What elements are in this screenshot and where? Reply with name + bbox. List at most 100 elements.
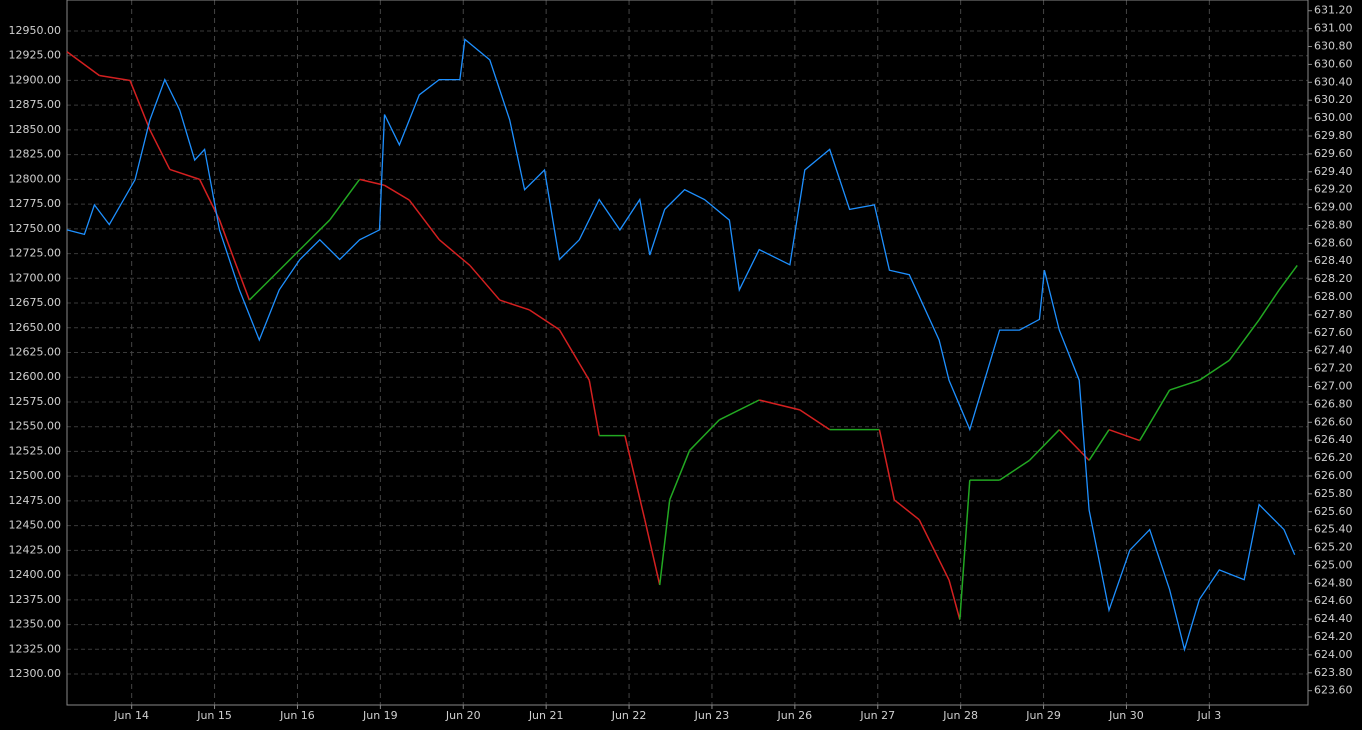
price-segment — [169, 168, 200, 181]
x-tick-label: Jul 3 — [1196, 709, 1221, 722]
price-segment — [1278, 264, 1298, 291]
y2-tick-label: 630.20 — [1314, 93, 1353, 106]
y2-tick-label: 631.20 — [1314, 4, 1353, 17]
y-tick-label: 12925.00 — [9, 49, 62, 62]
y2-tick-label: 629.20 — [1314, 183, 1353, 196]
y-tick-label: 12875.00 — [9, 98, 62, 111]
y-tick-label: 12900.00 — [9, 73, 62, 86]
x-tick-label: Jun 27 — [859, 709, 895, 722]
price-segment — [384, 184, 410, 201]
y2-tick-label: 628.40 — [1314, 254, 1353, 267]
x-tick-label: Jun 15 — [196, 709, 232, 722]
y-tick-label: 12600.00 — [9, 370, 62, 383]
y-tick-label: 12550.00 — [9, 420, 62, 433]
y2-tick-label: 627.20 — [1314, 362, 1353, 375]
price-segment — [438, 239, 471, 267]
price-segment — [893, 499, 920, 521]
y-tick-label: 12775.00 — [9, 197, 62, 210]
y-tick-label: 12850.00 — [9, 123, 62, 136]
price-segment — [999, 459, 1030, 481]
price-segment — [129, 80, 151, 131]
x-tick-label: Jun 14 — [113, 709, 149, 722]
y2-tick-label: 625.20 — [1314, 541, 1353, 554]
plot-frame — [66, 0, 1309, 706]
y2-tick-label: 630.80 — [1314, 40, 1353, 53]
y2-tick-label: 631.00 — [1314, 22, 1353, 35]
price-segment — [624, 435, 646, 520]
y2-tick-label: 626.20 — [1314, 451, 1353, 464]
price-segment — [959, 480, 971, 620]
x-tick-label: Jun 22 — [611, 709, 647, 722]
y2-tick-label: 629.60 — [1314, 147, 1353, 160]
price-segment — [588, 380, 600, 436]
y2-tick-label: 623.80 — [1314, 666, 1353, 679]
y2-tick-label: 624.80 — [1314, 576, 1353, 589]
price-segment — [99, 74, 131, 82]
y2-tick-label: 629.80 — [1314, 129, 1353, 142]
price-segment — [1169, 379, 1200, 391]
y-tick-label: 12575.00 — [9, 395, 62, 408]
y-tick-label: 12800.00 — [9, 172, 62, 185]
y-tick-label: 12675.00 — [9, 296, 62, 309]
y2-tick-label: 627.40 — [1314, 344, 1353, 357]
x-tick-label: Jun 23 — [694, 709, 730, 722]
price-segment — [719, 399, 760, 421]
y2-tick-label: 627.60 — [1314, 326, 1353, 339]
y2-tick-label: 623.60 — [1314, 684, 1353, 697]
y-tick-label: 12500.00 — [9, 469, 62, 482]
price-segment — [329, 178, 361, 221]
price-segment — [1108, 428, 1140, 442]
x-tick-label: Jun 26 — [777, 709, 813, 722]
price-segment — [233, 260, 251, 301]
price-segment — [268, 249, 301, 281]
y2-tick-label: 630.00 — [1314, 111, 1353, 124]
y2-tick-label: 628.20 — [1314, 272, 1353, 285]
price-segment — [644, 519, 661, 586]
price-segment — [149, 129, 171, 170]
y-tick-label: 12525.00 — [9, 444, 62, 457]
y2-tick-label: 628.00 — [1314, 290, 1353, 303]
x-tick-label: Jun 30 — [1108, 709, 1144, 722]
y2-tick-label: 625.00 — [1314, 558, 1353, 571]
price-segment — [799, 409, 831, 431]
y2-tick-label: 626.00 — [1314, 469, 1353, 482]
price-segment — [1058, 429, 1090, 461]
price-segment — [1139, 389, 1171, 441]
x-tick-label: Jun 29 — [1025, 709, 1061, 722]
price-segment — [529, 309, 560, 331]
y2-tick-label: 624.40 — [1314, 612, 1353, 625]
y2-tick-label: 627.80 — [1314, 308, 1353, 321]
price-segment — [878, 429, 896, 501]
y-tick-label: 12425.00 — [9, 543, 62, 556]
y2-tick-label: 624.00 — [1314, 648, 1353, 661]
price-segment — [918, 519, 950, 581]
price-segment — [1028, 429, 1060, 461]
y2-tick-label: 624.20 — [1314, 630, 1353, 643]
y2-tick-label: 629.00 — [1314, 201, 1353, 214]
price-segment — [1228, 319, 1260, 361]
y-tick-label: 12725.00 — [9, 247, 62, 260]
price-segment — [299, 219, 331, 251]
price-segment — [668, 450, 691, 501]
price-segment — [948, 579, 961, 620]
x-tick-label: Jun 28 — [942, 709, 978, 722]
y2-tick-label: 628.80 — [1314, 218, 1353, 231]
price-segment — [1088, 429, 1110, 461]
y-tick-label: 12450.00 — [9, 519, 62, 532]
price-segment — [689, 419, 720, 451]
y2-tick-label: 626.40 — [1314, 433, 1353, 446]
y2-tick-label: 625.40 — [1314, 523, 1353, 536]
y2-tick-label: 627.00 — [1314, 379, 1353, 392]
x-tick-label: Jun 21 — [528, 709, 564, 722]
price-segment — [248, 279, 270, 301]
y-tick-label: 12375.00 — [9, 593, 62, 606]
y-tick-label: 12350.00 — [9, 618, 62, 631]
price-segment — [759, 399, 801, 411]
y-tick-label: 12825.00 — [9, 148, 62, 161]
y-tick-label: 12325.00 — [9, 642, 62, 655]
x-tick-label: Jun 19 — [362, 709, 398, 722]
y-tick-label: 12625.00 — [9, 346, 62, 359]
price-segment — [658, 499, 671, 586]
